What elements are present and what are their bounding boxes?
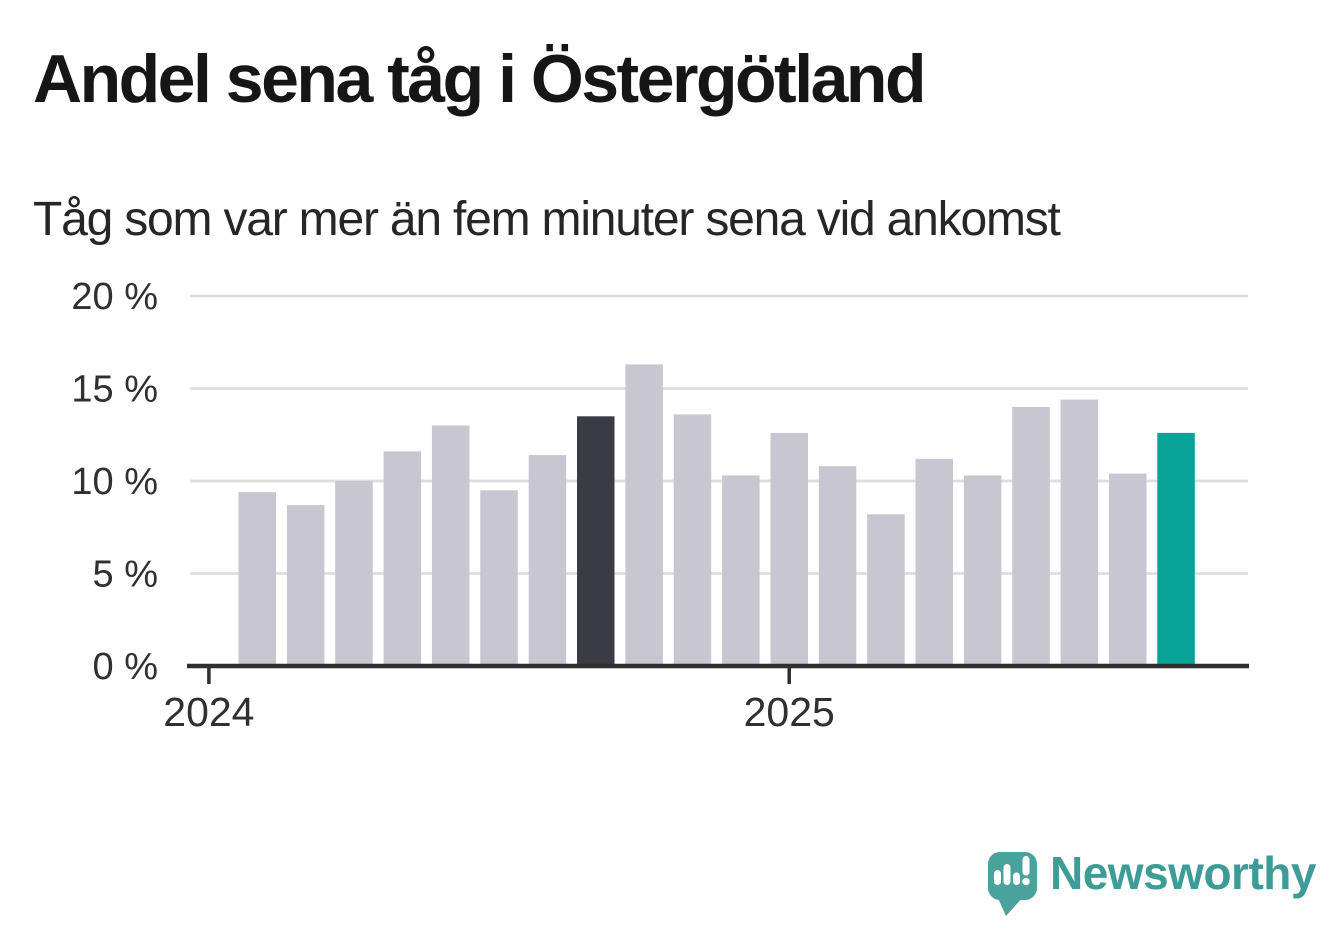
bar-2: [286, 505, 325, 666]
x-tick-label-2024: 2024: [163, 689, 254, 735]
bar-9: [625, 364, 663, 666]
y-tick-label-0pct: 0 %: [93, 646, 158, 688]
logo-exclamation-dot: [1022, 877, 1030, 886]
y-tick-label-20pct: 20 %: [71, 276, 158, 318]
bar-7: [528, 455, 567, 666]
bar-10: [673, 414, 712, 666]
bar-1: [238, 492, 276, 666]
logo-bar-2: [1003, 864, 1011, 885]
bar-15: [915, 458, 953, 666]
bar-14: [867, 514, 905, 666]
newsworthy-logo-text: Newsworthy: [1050, 847, 1316, 899]
logo-bubble-tail: [997, 896, 1024, 916]
newsworthy-logo-icon: [988, 852, 1037, 916]
bar-19: [1109, 473, 1147, 666]
bar-8: [577, 416, 615, 667]
logo-bar-1: [994, 870, 1001, 885]
bar-6: [480, 490, 518, 667]
chart-title: Andel sena tåg i Östergötland: [33, 41, 927, 117]
bar-4: [383, 451, 422, 666]
logo-bar-3: [1013, 872, 1020, 885]
bar-13: [818, 466, 857, 666]
bar-12: [770, 432, 808, 666]
bar-5: [431, 425, 470, 666]
bar-16: [963, 475, 1002, 666]
y-tick-label-10pct: 10 %: [71, 461, 158, 503]
logo-exclamation-line: [1022, 856, 1030, 876]
bar-11: [722, 475, 760, 666]
bar-17: [1012, 407, 1050, 666]
x-tick-label-2025: 2025: [744, 689, 835, 735]
y-tick-label-5pct: 5 %: [93, 554, 158, 596]
bar-20: [1157, 432, 1195, 666]
bar-3: [335, 481, 373, 666]
chart-subtitle: Tåg som var mer än fem minuter sena vid …: [33, 193, 1061, 246]
y-tick-label-15pct: 15 %: [71, 369, 158, 411]
bar-18: [1060, 399, 1099, 666]
